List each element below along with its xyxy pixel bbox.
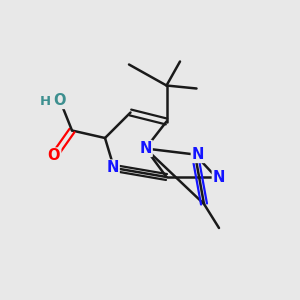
Text: N: N — [139, 141, 152, 156]
Text: H: H — [39, 94, 51, 108]
Text: N: N — [213, 169, 225, 184]
Text: N: N — [106, 160, 119, 175]
Text: N: N — [192, 147, 204, 162]
Text: O: O — [54, 93, 66, 108]
Text: O: O — [48, 148, 60, 164]
